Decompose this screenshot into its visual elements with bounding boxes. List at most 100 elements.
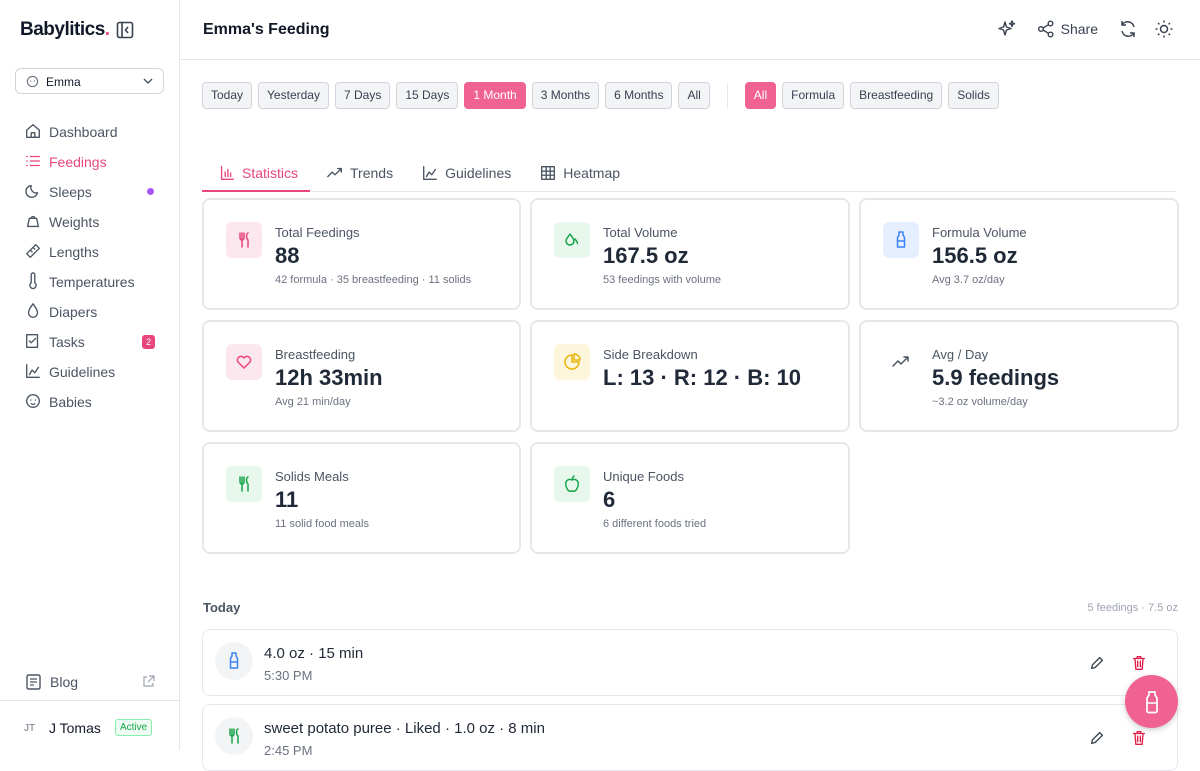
- range-filter[interactable]: All: [678, 82, 710, 109]
- nav-label: Temperatures: [49, 274, 135, 290]
- stat-detail: 42 formula · 35 breastfeeding · 11 solid…: [275, 274, 472, 286]
- nav-item[interactable]: Sleeps: [0, 176, 180, 206]
- share-icon[interactable]: [1037, 20, 1055, 38]
- nav-item[interactable]: Tasks 2: [0, 326, 180, 356]
- header-actions: Share: [997, 19, 1174, 39]
- user-status: Active: [115, 719, 153, 736]
- nav-item[interactable]: Guidelines: [0, 356, 180, 386]
- nav-label: Lengths: [49, 244, 99, 260]
- user-initials: JT: [24, 723, 36, 734]
- stat-glyph: [565, 475, 579, 492]
- sidebar: Babylitics. Emma Dashboard Feedings Sleeps…: [0, 0, 180, 750]
- range-filter[interactable]: 6 Months: [605, 82, 673, 109]
- type-filter[interactable]: Solids: [948, 82, 999, 109]
- stat-glyph: [565, 233, 579, 246]
- nav: Dashboard Feedings Sleeps Weights Lengths Tem…: [0, 116, 180, 416]
- range-filter[interactable]: 1 Month: [464, 82, 526, 109]
- tab[interactable]: Heatmap: [523, 155, 632, 192]
- feeding-entry: 4.0 oz · 15 min 5:30 PM: [202, 629, 1178, 696]
- tab-icon: [327, 167, 342, 178]
- nav-label: Sleeps: [49, 184, 92, 200]
- entry-icon: [215, 717, 253, 755]
- blog-label: Blog: [50, 674, 79, 690]
- range-filter[interactable]: Today: [202, 82, 253, 109]
- filter-separator: [726, 82, 728, 109]
- stats-grid: Total Feedings 88 42 formula · 35 breastfe…: [202, 198, 1179, 554]
- entry-glyph: [229, 728, 239, 744]
- type-filter[interactable]: All: [744, 82, 777, 109]
- nav-icon: [26, 215, 40, 228]
- tab-label: Guidelines: [445, 165, 512, 181]
- stat-icon: [226, 344, 262, 380]
- blog-link[interactable]: Blog: [24, 674, 78, 690]
- collapse-button[interactable]: [116, 21, 134, 39]
- stat-label: Solids Meals: [275, 469, 349, 484]
- stat-glyph: [239, 476, 249, 492]
- edit-button[interactable]: [1088, 729, 1106, 752]
- filters: Today Yesterday 7 Days 15 Days 1 Month 3 Mont…: [202, 82, 999, 109]
- brand-name: Babylitics: [20, 19, 105, 40]
- range-filter[interactable]: 15 Days: [396, 82, 459, 109]
- range-filter[interactable]: 7 Days: [334, 82, 391, 109]
- stat-glyph: [236, 355, 252, 369]
- stat-detail: ~3.2 oz volume/day: [932, 396, 1028, 408]
- tab[interactable]: Trends: [310, 155, 405, 192]
- status-dot: [147, 188, 154, 195]
- theme-button[interactable]: [1154, 19, 1174, 39]
- type-filter[interactable]: Formula: [782, 82, 845, 109]
- stat-card: Side Breakdown L: 13 · R: 12 · B: 10: [530, 320, 850, 432]
- baby-select[interactable]: Emma: [15, 68, 164, 94]
- baby-icon: [26, 75, 39, 88]
- refresh-button[interactable]: [1118, 19, 1138, 39]
- stat-glyph: [892, 356, 909, 367]
- edit-button[interactable]: [1088, 654, 1106, 677]
- type-filter[interactable]: Breastfeeding: [850, 82, 943, 109]
- edit-icon: [1090, 656, 1104, 670]
- edit-icon: [1090, 731, 1104, 745]
- stat-card: Total Volume 167.5 oz 53 feedings with vol…: [530, 198, 850, 310]
- nav-icon: [29, 272, 37, 290]
- stat-label: Total Feedings: [275, 225, 360, 240]
- nav-label: Feedings: [49, 154, 107, 170]
- nav-item[interactable]: Babies: [0, 386, 180, 416]
- stat-icon: [554, 222, 590, 258]
- stat-label: Total Volume: [603, 225, 678, 240]
- nav-label: Dashboard: [49, 124, 118, 140]
- nav-item[interactable]: Lengths: [0, 236, 180, 266]
- ai-button[interactable]: [997, 19, 1017, 39]
- nav-label: Guidelines: [49, 364, 116, 380]
- stat-icon: [554, 466, 590, 502]
- range-filter[interactable]: 3 Months: [531, 82, 600, 109]
- tabs: Statistics Trends Guidelines Heatmap: [202, 155, 1176, 192]
- tab[interactable]: Statistics: [202, 155, 311, 192]
- tab-icon: [423, 166, 438, 180]
- stat-value: 167.5 oz: [603, 243, 689, 268]
- stat-icon: [883, 222, 919, 258]
- delete-button[interactable]: [1130, 654, 1148, 677]
- range-filter[interactable]: Yesterday: [258, 82, 329, 109]
- nav-item[interactable]: Feedings: [0, 146, 180, 176]
- brand-dot: .: [104, 19, 110, 40]
- nav-item[interactable]: Weights: [0, 206, 180, 236]
- stat-label: Unique Foods: [603, 469, 684, 484]
- entry-icon: [215, 642, 253, 680]
- delete-button[interactable]: [1130, 729, 1148, 752]
- stat-icon: [554, 344, 590, 380]
- nav-item[interactable]: Temperatures: [0, 266, 180, 296]
- entry-glyph: [229, 652, 239, 669]
- nav-label: Babies: [49, 394, 92, 410]
- share-button[interactable]: Share: [1060, 21, 1098, 37]
- stat-card: Total Feedings 88 42 formula · 35 breastfe…: [202, 198, 521, 310]
- tab-icon: [220, 166, 234, 180]
- tab-icon: [541, 166, 556, 180]
- nav-icon: [26, 394, 40, 408]
- brand[interactable]: Babylitics.: [20, 19, 110, 41]
- nav-item[interactable]: Dashboard: [0, 116, 180, 146]
- stat-glyph: [896, 231, 906, 248]
- nav-item[interactable]: Diapers: [0, 296, 180, 326]
- tab[interactable]: Guidelines: [405, 155, 523, 192]
- entry-time: 2:45 PM: [264, 743, 313, 758]
- add-feeding-button[interactable]: [1125, 675, 1178, 728]
- stat-value: 6: [603, 487, 616, 512]
